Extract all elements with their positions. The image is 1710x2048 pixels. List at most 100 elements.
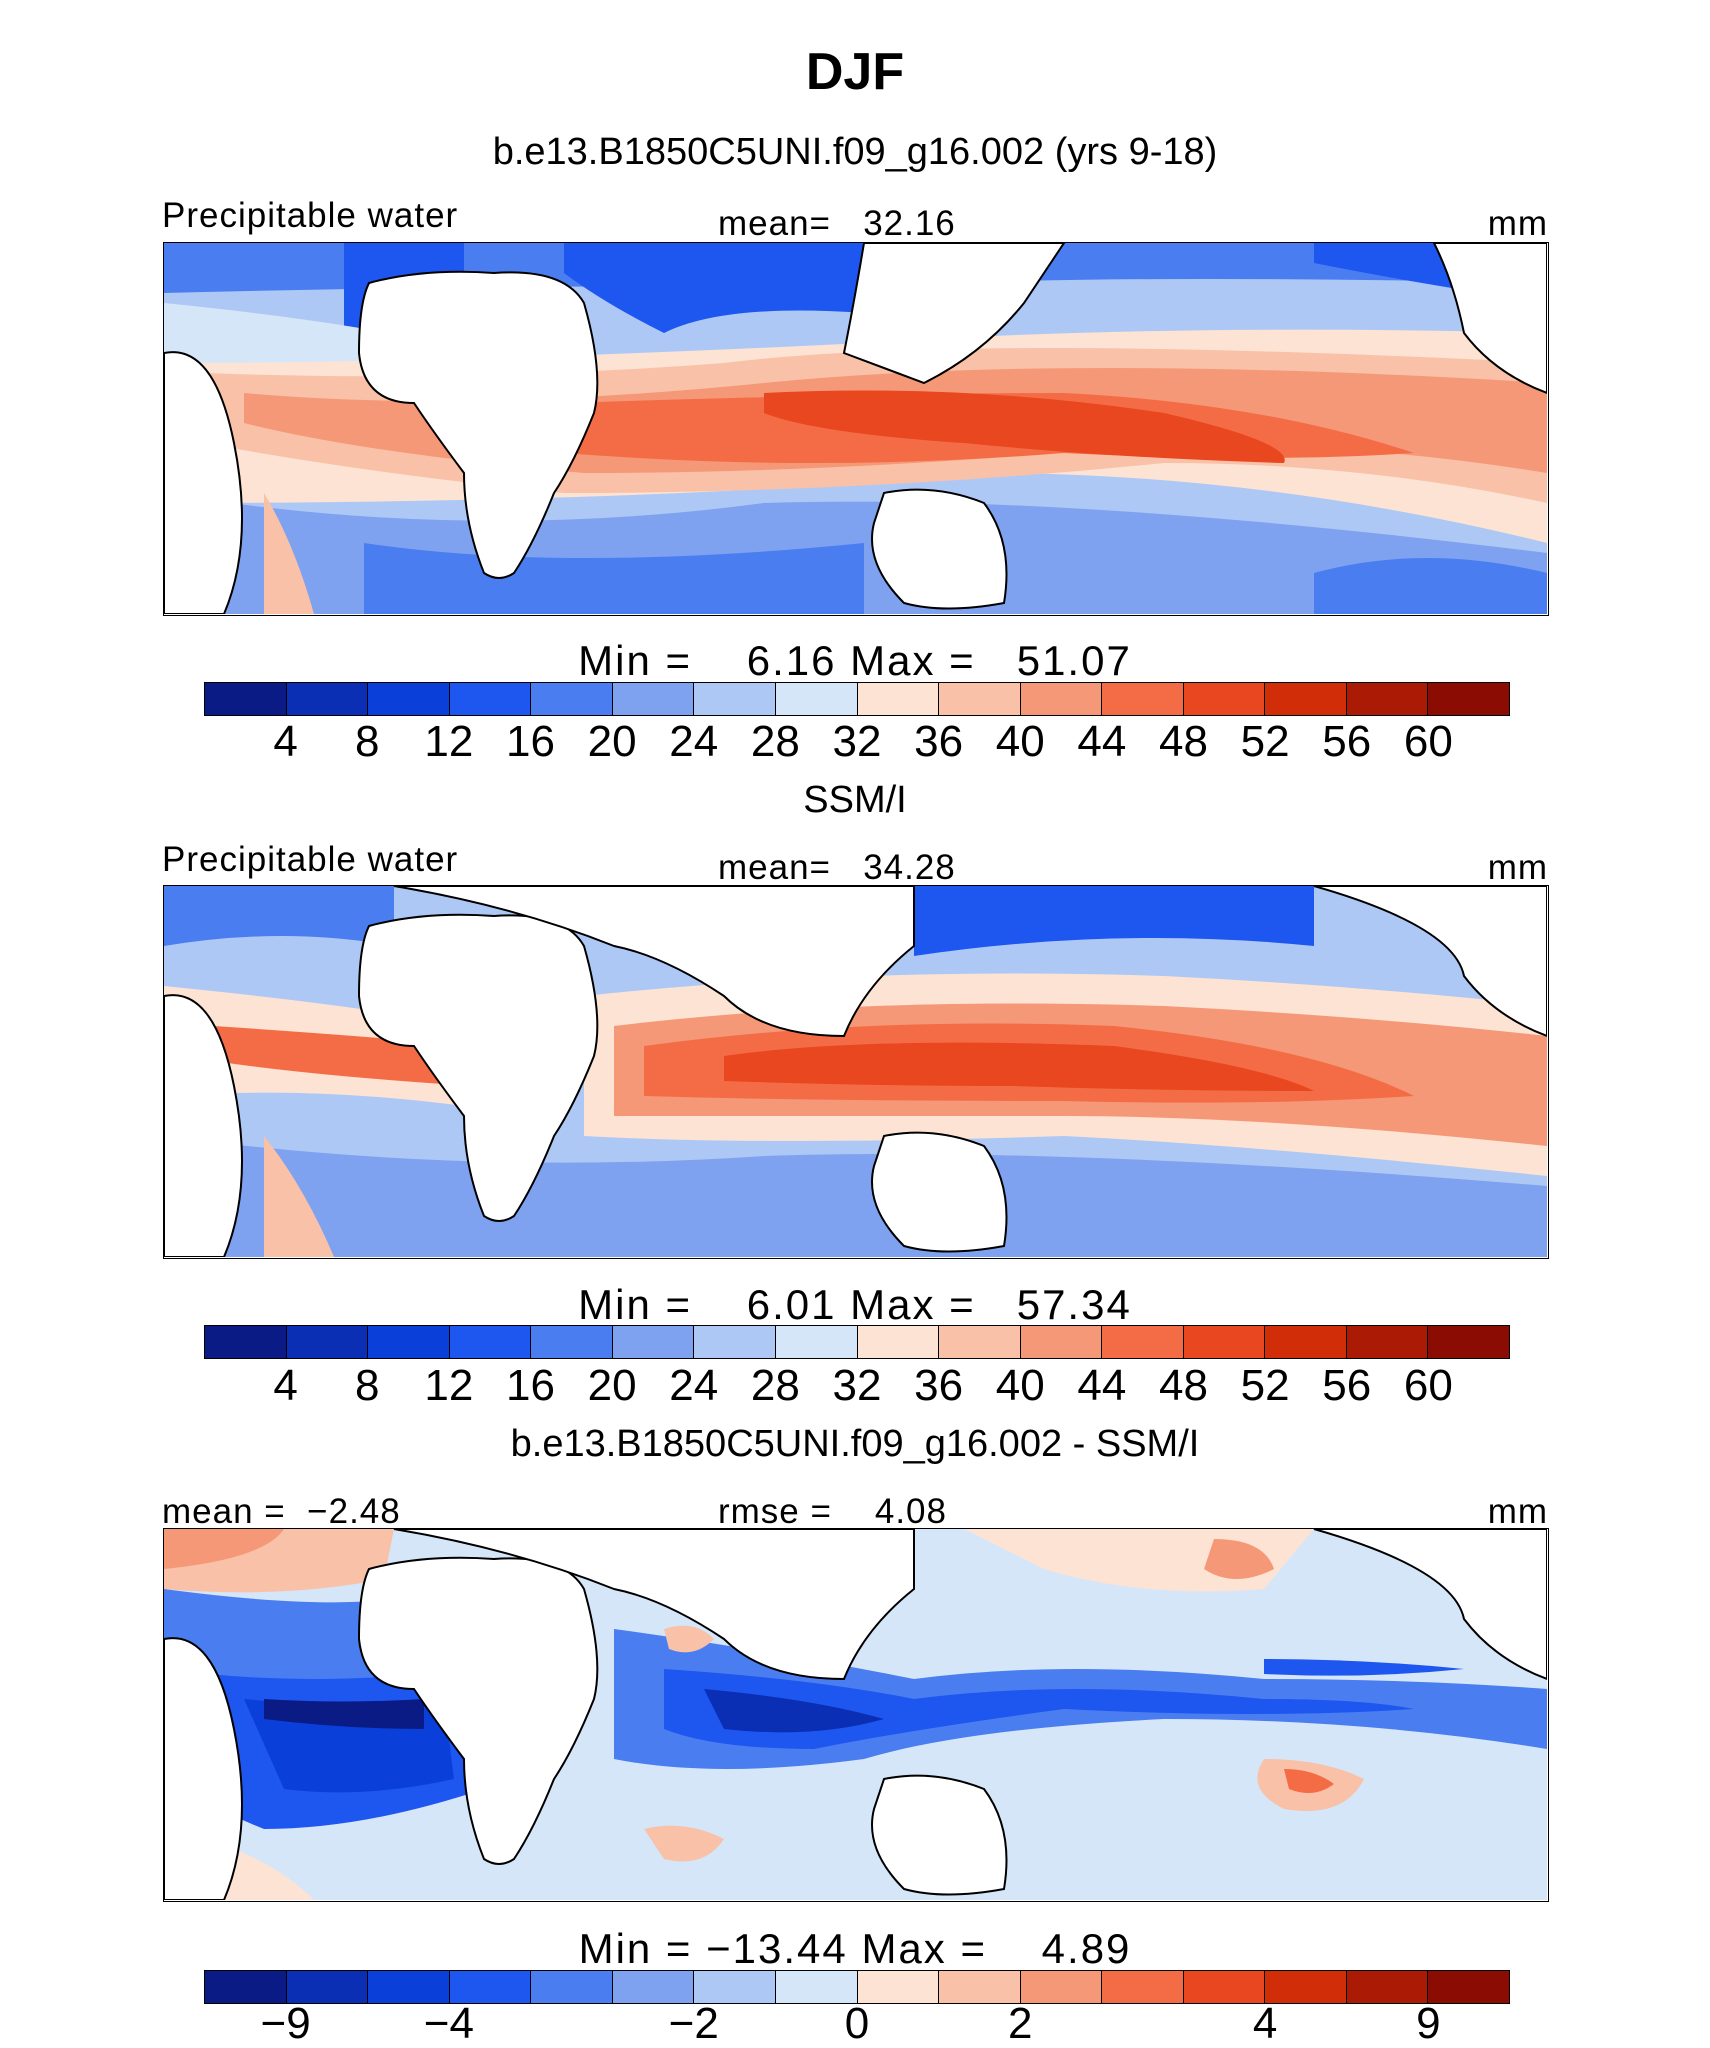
colorbar-tick-label: 56 [1322,1361,1372,1410]
colorbar-swatch [368,1326,450,1358]
panel2-max-value: 57.34 [1016,1281,1132,1328]
panel2-title: SSM/I [803,779,907,821]
panel2-minmax: Min = 6.01 Max = 57.34 [0,1282,1710,1328]
colorbar-tick-label: 28 [750,1361,800,1410]
colorbar-tick-label: 40 [995,1361,1045,1410]
colorbar-tick-label: 4 [1252,1999,1278,2048]
colorbar-swatch [368,683,450,715]
colorbar-tick-label: 20 [587,1361,637,1410]
colorbar-swatch [1265,683,1347,715]
colorbar-swatch [1183,1326,1266,1358]
colorbar-swatch [1020,1326,1103,1358]
panel3-rmse-label: rmse = [718,1492,832,1531]
panel2-max-label: Max = [850,1281,976,1328]
panel2-mean-label: mean= [718,848,831,887]
colorbar-swatch [531,1326,613,1358]
colorbar-tick-label: −4 [423,1999,474,2048]
colorbar-swatch [857,1971,940,2003]
colorbar-swatch [205,1326,287,1358]
colorbar-tick-label: 4 [273,717,298,766]
panel1-min-value: 6.16 [746,637,837,684]
colorbar-swatch [1102,683,1184,715]
panel3-max-label: Max = [861,1925,987,1972]
colorbar-swatch [1020,683,1103,715]
panel1-mean-stat: mean= 32.16 [718,204,956,244]
colorbar-swatch [1102,1326,1184,1358]
colorbar-swatch [1265,1971,1347,2003]
colorbar-tick-label: 0 [844,1999,870,2048]
panel1-map-field [164,243,1547,614]
panel1-units: mm [1487,204,1548,243]
colorbar-tick-label: 20 [587,717,637,766]
panel3-colorbar [204,1970,1510,2004]
colorbar-tick-label: 16 [506,1361,555,1410]
colorbar-swatch [1428,1971,1509,2003]
panel1-mean-label: mean= [718,204,831,243]
colorbar-swatch [775,683,858,715]
panel3-rmse-value: 4.08 [874,1492,947,1531]
colorbar-tick-label: 16 [506,717,555,766]
colorbar-tick-label: 24 [669,717,719,766]
colorbar-swatch [1102,1971,1184,2003]
panel2-min-label: Min = [578,1281,693,1328]
colorbar-tick-label: 36 [914,1361,964,1410]
colorbar-swatch [612,683,695,715]
colorbar-tick-label: 9 [1416,1999,1441,2048]
panel1-title: b.e13.B1850C5UNI.f09_g16.002 (yrs 9-18) [492,131,1218,173]
colorbar-tick-label: 60 [1403,717,1453,766]
colorbar-tick-label: 24 [669,1361,719,1410]
colorbar-tick-label: 4 [273,1361,298,1410]
colorbar-swatch [939,1971,1021,2003]
colorbar-swatch [1183,1971,1266,2003]
panel3-mean-value: −2.48 [307,1492,401,1531]
colorbar-swatch [1346,1326,1429,1358]
panel3-units: mm [1487,1492,1548,1531]
panel1-colorbar-ticks: 4 8 12 16 20 24 28 32 36 40 44 48 52 56 60 [204,718,1510,766]
colorbar-tick-label: 28 [750,717,800,766]
panel1-minmax: Min = 6.16 Max = 51.07 [0,638,1710,684]
colorbar-swatch [1428,1326,1509,1358]
colorbar-swatch [531,683,613,715]
colorbar-swatch [857,1326,940,1358]
panel3-min-value: −13.44 [706,1925,848,1972]
panel2-units: mm [1487,848,1548,887]
colorbar-tick-label: 60 [1403,1361,1453,1410]
colorbar-swatch [1346,683,1429,715]
colorbar-tick-label: 12 [424,717,474,766]
colorbar-swatch [612,1971,695,2003]
colorbar-swatch [1020,1971,1103,2003]
colorbar-swatch [1428,683,1509,715]
panel2-colorbar-ticks: 4 8 12 16 20 24 28 32 36 40 44 48 52 56 60 [204,1362,1510,1410]
colorbar-swatch [612,1326,695,1358]
panel2-map-field [164,886,1547,1257]
colorbar-tick-label: 48 [1159,717,1208,766]
colorbar-swatch [694,1326,776,1358]
figure-title: DJF [805,43,905,101]
colorbar-tick-label: 44 [1077,1361,1127,1410]
colorbar-tick-label: 8 [355,717,380,766]
panel1-max-value: 51.07 [1016,637,1132,684]
panel2-map [163,885,1549,1259]
colorbar-tick-label: 48 [1159,1361,1208,1410]
panel3-mean-stat: mean = −2.48 [162,1492,401,1532]
panel3-map [163,1528,1549,1902]
colorbar-swatch [531,1971,613,2003]
panel1-min-label: Min = [578,637,693,684]
colorbar-swatch [694,1971,776,2003]
colorbar-tick-label: 40 [995,717,1045,766]
colorbar-tick-label: 2 [1008,1999,1033,2048]
colorbar-swatch [1346,1971,1429,2003]
colorbar-tick-label: −2 [668,1999,719,2048]
colorbar-swatch [286,1971,369,2003]
colorbar-swatch [775,1971,858,2003]
colorbar-swatch [694,683,776,715]
panel3-rmse-stat: rmse = 4.08 [718,1492,947,1532]
panel2-mean-stat: mean= 34.28 [718,848,956,888]
colorbar-swatch [449,1326,532,1358]
panel1-max-label: Max = [850,637,976,684]
panel2-variable-label: Precipitable water [162,840,459,879]
colorbar-swatch [368,1971,450,2003]
panel3-max-value: 4.89 [1041,1925,1132,1972]
panel1-map [163,242,1549,616]
colorbar-tick-label: −9 [260,1999,311,2048]
